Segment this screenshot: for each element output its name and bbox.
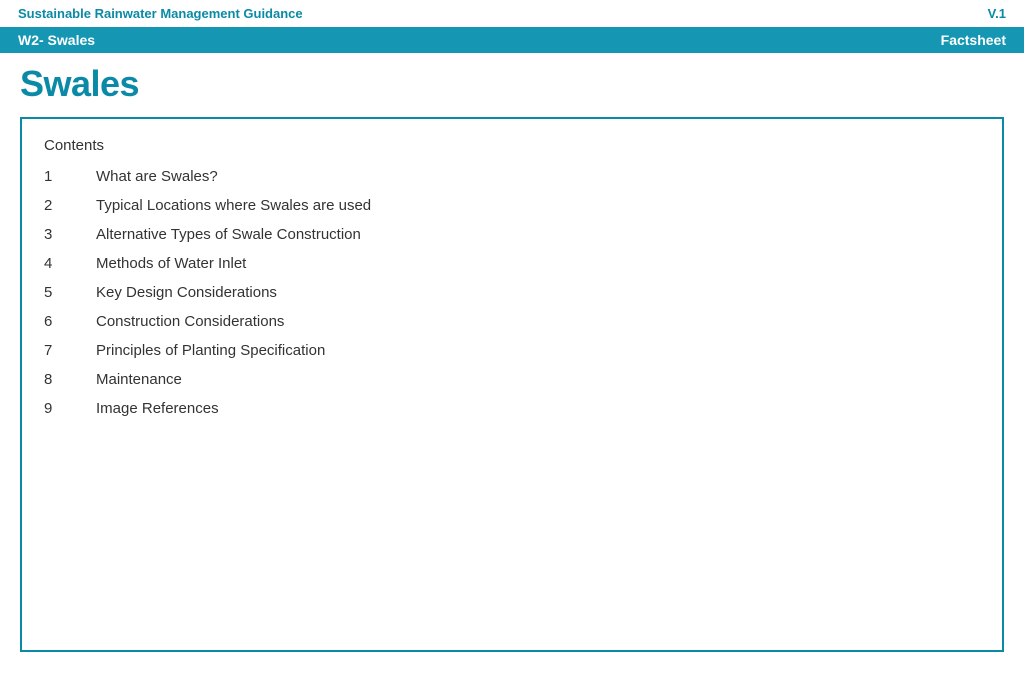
item-number: 6 bbox=[44, 313, 96, 330]
contents-item: 6 Construction Considerations bbox=[44, 313, 980, 330]
item-number: 2 bbox=[44, 197, 96, 214]
contents-box: Contents 1 What are Swales? 2 Typical Lo… bbox=[20, 117, 1004, 652]
contents-item: 7 Principles of Planting Specification bbox=[44, 342, 980, 359]
contents-item: 5 Key Design Considerations bbox=[44, 284, 980, 301]
contents-item: 1 What are Swales? bbox=[44, 168, 980, 185]
item-number: 7 bbox=[44, 342, 96, 359]
top-header: Sustainable Rainwater Management Guidanc… bbox=[0, 0, 1024, 27]
item-label: Maintenance bbox=[96, 371, 980, 388]
banner-left: W2- Swales bbox=[18, 32, 95, 48]
item-label: Key Design Considerations bbox=[96, 284, 980, 301]
item-label: What are Swales? bbox=[96, 168, 980, 185]
contents-item: 3 Alternative Types of Swale Constructio… bbox=[44, 226, 980, 243]
contents-item: 4 Methods of Water Inlet bbox=[44, 255, 980, 272]
item-label: Typical Locations where Swales are used bbox=[96, 197, 980, 214]
item-label: Principles of Planting Specification bbox=[96, 342, 980, 359]
header-left: Sustainable Rainwater Management Guidanc… bbox=[18, 6, 303, 21]
item-number: 5 bbox=[44, 284, 96, 301]
banner: W2- Swales Factsheet bbox=[0, 27, 1024, 53]
banner-right: Factsheet bbox=[941, 32, 1006, 48]
contents-item: 2 Typical Locations where Swales are use… bbox=[44, 197, 980, 214]
item-label: Alternative Types of Swale Construction bbox=[96, 226, 980, 243]
contents-item: 8 Maintenance bbox=[44, 371, 980, 388]
page-title: Swales bbox=[0, 53, 1024, 117]
contents-list: 1 What are Swales? 2 Typical Locations w… bbox=[44, 168, 980, 417]
item-number: 8 bbox=[44, 371, 96, 388]
contents-item: 9 Image References bbox=[44, 400, 980, 417]
item-number: 3 bbox=[44, 226, 96, 243]
item-label: Image References bbox=[96, 400, 980, 417]
contents-heading: Contents bbox=[44, 137, 980, 154]
item-label: Construction Considerations bbox=[96, 313, 980, 330]
header-right: V.1 bbox=[988, 6, 1006, 21]
item-number: 1 bbox=[44, 168, 96, 185]
item-label: Methods of Water Inlet bbox=[96, 255, 980, 272]
item-number: 4 bbox=[44, 255, 96, 272]
item-number: 9 bbox=[44, 400, 96, 417]
